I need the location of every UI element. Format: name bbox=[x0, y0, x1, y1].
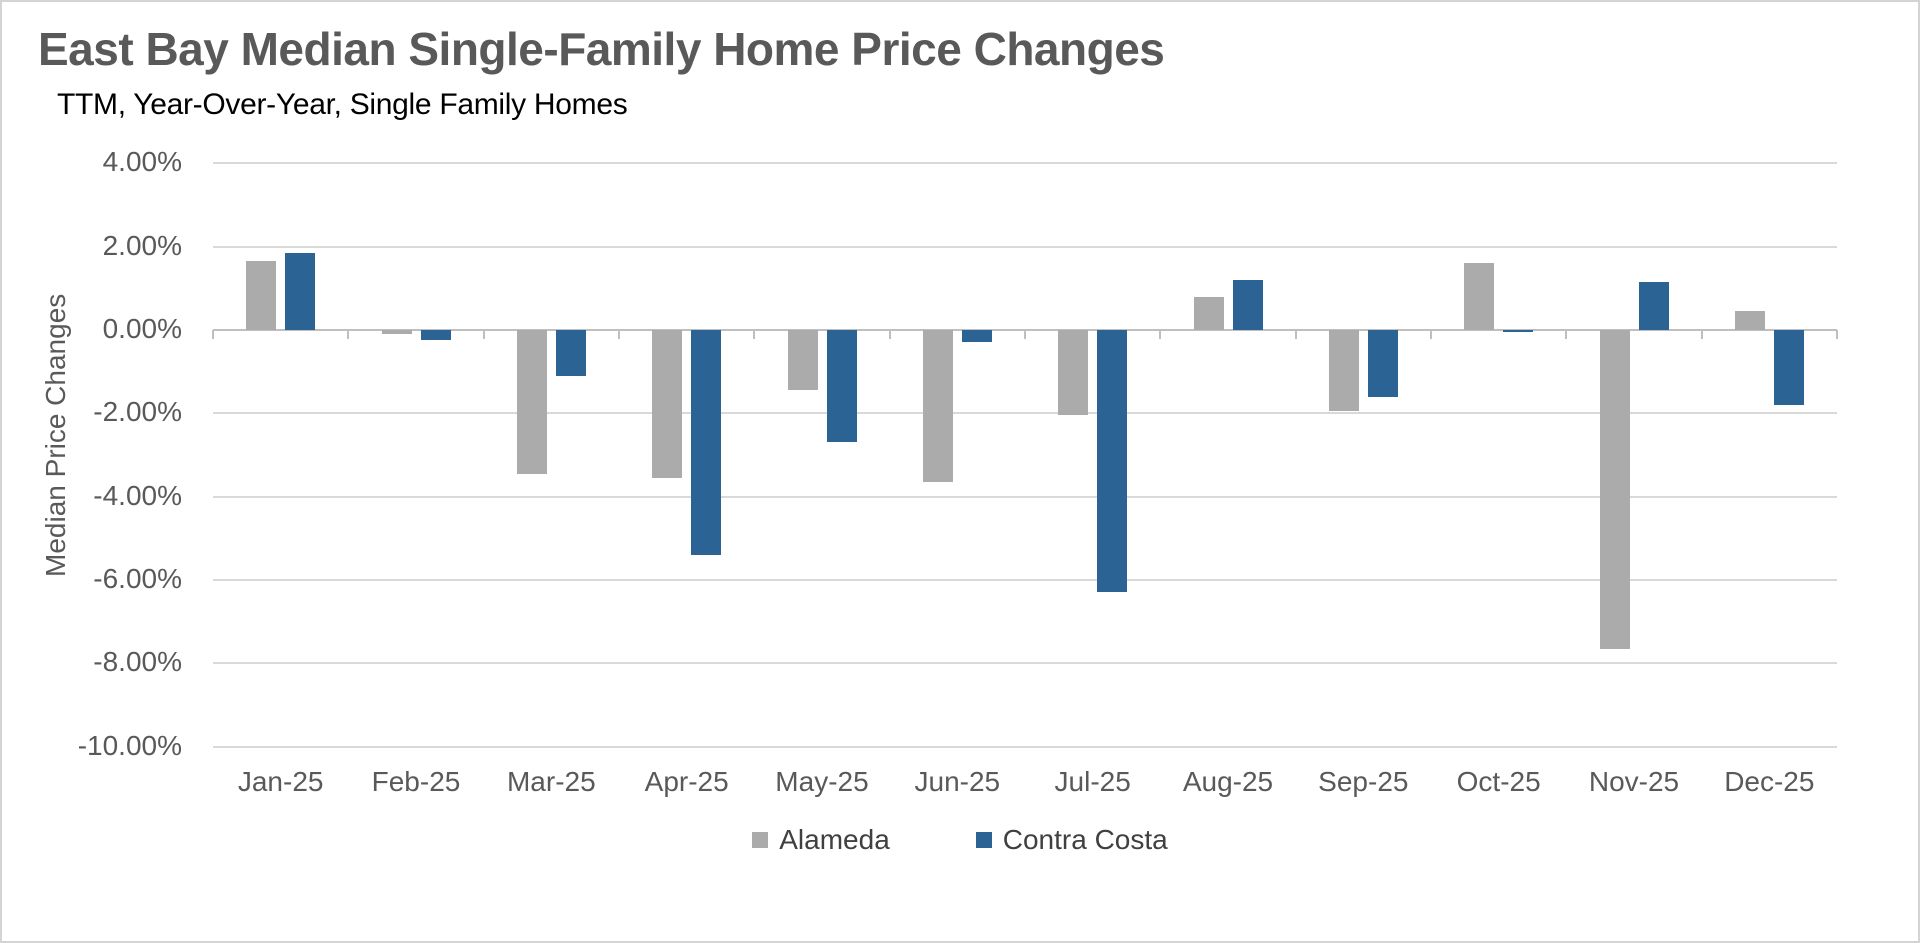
x-axis-label: Jul-25 bbox=[1054, 766, 1131, 797]
bar-contra-costa-dec-25 bbox=[1773, 330, 1804, 405]
y-axis-tick-label: -10.00% bbox=[77, 729, 182, 761]
y-axis-tick-label: 0.00% bbox=[102, 313, 182, 344]
x-axis-label: Nov-25 bbox=[1588, 766, 1680, 797]
bar-contra-costa-nov-25 bbox=[1638, 282, 1669, 330]
axis-tick bbox=[212, 330, 214, 339]
chart-subtitle: TTM, Year-Over-Year, Single Family Homes bbox=[57, 88, 628, 121]
axis-tick bbox=[888, 330, 891, 339]
x-axis-label: Aug-25 bbox=[1182, 766, 1274, 797]
gridline bbox=[213, 662, 1837, 665]
y-axis-tick-label: -8.00% bbox=[93, 646, 182, 678]
bar-alameda-jul-25 bbox=[1058, 330, 1089, 416]
bar-contra-costa-mar-25 bbox=[555, 330, 586, 376]
gridline bbox=[213, 245, 1837, 248]
axis-tick bbox=[618, 330, 620, 339]
x-axis-label: Dec-25 bbox=[1724, 766, 1815, 797]
x-axis-label: Oct-25 bbox=[1456, 766, 1541, 797]
bar-contra-costa-aug-25 bbox=[1232, 280, 1263, 330]
axis-tick bbox=[1700, 330, 1703, 339]
gridline bbox=[213, 162, 1837, 165]
bar-alameda-dec-25 bbox=[1734, 311, 1765, 330]
bar-alameda-nov-25 bbox=[1599, 330, 1630, 649]
gridline bbox=[213, 745, 1837, 748]
bar-contra-costa-jun-25 bbox=[961, 330, 992, 343]
bar-contra-costa-sep-25 bbox=[1367, 330, 1398, 397]
bar-alameda-oct-25 bbox=[1464, 263, 1495, 330]
bar-contra-costa-feb-25 bbox=[420, 330, 451, 341]
axis-tick bbox=[347, 330, 350, 339]
legend-label: Alameda bbox=[779, 824, 890, 855]
x-axis-label: Jun-25 bbox=[914, 766, 1001, 797]
legend: Alameda Contra Costa bbox=[0, 824, 1920, 856]
x-axis-label: Mar-25 bbox=[506, 766, 596, 797]
bar-alameda-feb-25 bbox=[381, 330, 412, 335]
axis-tick bbox=[1294, 330, 1297, 339]
legend-swatch-alameda bbox=[752, 832, 769, 848]
gridline bbox=[213, 578, 1837, 581]
bar-alameda-jan-25 bbox=[246, 261, 277, 330]
bar-alameda-sep-25 bbox=[1328, 330, 1359, 412]
bar-contra-costa-jul-25 bbox=[1097, 330, 1128, 593]
axis-tick bbox=[1836, 330, 1838, 339]
axis-tick bbox=[1430, 330, 1432, 339]
gridline bbox=[213, 412, 1837, 415]
axis-tick bbox=[753, 330, 756, 339]
bar-alameda-may-25 bbox=[787, 330, 818, 391]
bar-alameda-aug-25 bbox=[1193, 296, 1224, 330]
y-axis-tick-label: 4.00% bbox=[102, 146, 182, 178]
x-axis-label: Feb-25 bbox=[371, 766, 461, 797]
bar-contra-costa-may-25 bbox=[826, 330, 857, 443]
axis-tick bbox=[1565, 330, 1568, 339]
y-axis-tick-label: -2.00% bbox=[93, 396, 182, 428]
axis-tick bbox=[1024, 330, 1026, 339]
x-axis-label: Apr-25 bbox=[644, 766, 729, 797]
legend-item-alameda: Alameda bbox=[752, 824, 890, 856]
bar-contra-costa-jan-25 bbox=[285, 252, 316, 330]
axis-tick bbox=[1159, 330, 1162, 339]
chart-title: East Bay Median Single-Family Home Price… bbox=[38, 23, 1165, 75]
legend-swatch-contra-costa bbox=[975, 832, 992, 848]
x-axis-label: May-25 bbox=[775, 766, 869, 797]
bar-contra-costa-oct-25 bbox=[1503, 330, 1534, 333]
x-axis-label: Sep-25 bbox=[1318, 766, 1409, 797]
bar-alameda-jun-25 bbox=[922, 330, 953, 483]
y-axis-tick-label: -4.00% bbox=[93, 479, 182, 511]
legend-label: Contra Costa bbox=[1002, 824, 1168, 855]
bar-contra-costa-apr-25 bbox=[691, 330, 722, 555]
x-axis-label: Jan-25 bbox=[237, 766, 324, 797]
y-axis-tick-label: -6.00% bbox=[93, 562, 182, 594]
axis-tick bbox=[482, 330, 485, 339]
y-axis-tick-label: 2.00% bbox=[102, 229, 182, 261]
bar-alameda-apr-25 bbox=[652, 330, 683, 478]
bar-alameda-mar-25 bbox=[516, 330, 547, 474]
gridline bbox=[213, 495, 1837, 498]
legend-item-contra-costa: Contra Costa bbox=[975, 824, 1168, 856]
